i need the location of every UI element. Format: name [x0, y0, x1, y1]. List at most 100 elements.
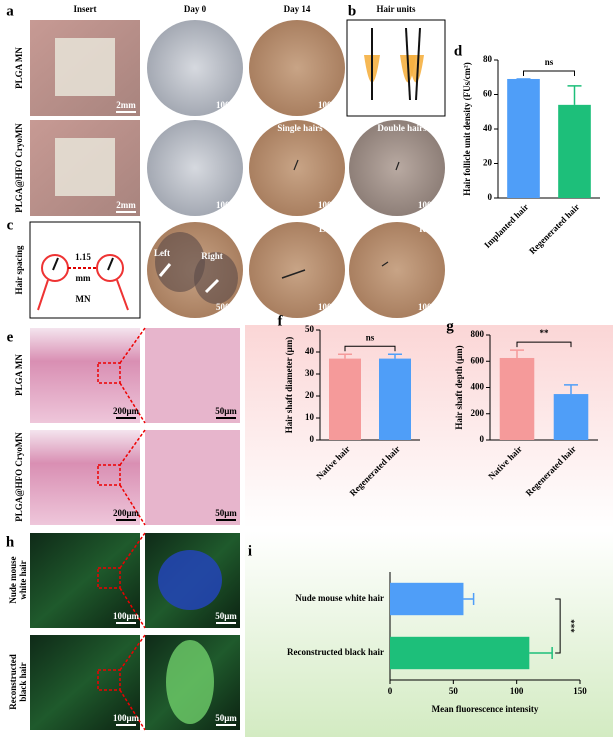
y-axis-label: Hair shaft diameter (μm) [284, 337, 294, 434]
bar [390, 582, 464, 616]
scale-bar-label: 50μm [215, 508, 237, 518]
column-header: Day 14 [284, 4, 311, 14]
y-tick-label: 40 [305, 346, 315, 356]
significance-bracket [523, 70, 575, 76]
y-tick-label: Reconstructed black hair [287, 647, 384, 657]
panel-label: e [7, 329, 14, 345]
pigment-region [194, 252, 238, 304]
zoom-line [119, 689, 146, 731]
scale-bar-label: 100μm [318, 200, 345, 210]
marker-label: MN [76, 294, 91, 304]
scale-bar-label: 50μm [215, 611, 237, 621]
nucleus-stain [158, 550, 222, 610]
bar [507, 78, 540, 198]
zoom-line [119, 429, 146, 466]
row-label: Hair spacing [14, 245, 24, 295]
arrow [158, 263, 172, 277]
zoom-line [119, 327, 146, 364]
row-label: PLGA@HFO CryoMN [14, 123, 24, 213]
zoom-line [119, 382, 146, 424]
zoom-box [97, 669, 121, 691]
significance-bracket [555, 598, 561, 654]
follicle-stain [166, 640, 214, 724]
row-label: PLGA MN [14, 47, 24, 89]
image-note: Right [419, 224, 441, 234]
row-label: Reconstructed [8, 654, 18, 710]
bar [379, 358, 411, 440]
panel-background [245, 531, 613, 737]
y-axis-label: Hair follicle unit density (FUs/cm²) [462, 62, 472, 196]
bar [553, 394, 589, 440]
panel-label: i [248, 543, 252, 559]
panel-label: a [6, 3, 14, 19]
scale-bar-label: 2mm [116, 100, 136, 110]
significance-bracket [344, 345, 396, 352]
y-tick-label: 20 [483, 158, 493, 168]
bar [558, 104, 591, 198]
row-label: Nude mouse [8, 556, 18, 603]
panel-label: g [446, 318, 454, 334]
row-label: white hair [18, 560, 28, 599]
y-axis-label: Hair shaft depth (μm) [454, 345, 464, 429]
image-note: Left [319, 224, 335, 234]
row-label: black hair [18, 662, 28, 701]
scale-bar-label: 500μm [216, 302, 243, 312]
zoom-line [119, 634, 146, 671]
hair-unit [408, 55, 424, 83]
image [145, 328, 240, 423]
scale-bar-label: 100μm [216, 200, 243, 210]
zoom-box [97, 464, 121, 486]
image [145, 430, 240, 525]
x-tick-label: Implanted hair [482, 202, 530, 250]
bar [390, 636, 530, 670]
significance-label: ns [545, 57, 554, 67]
image [30, 328, 140, 423]
pigment-region [155, 232, 205, 292]
image [30, 430, 140, 525]
scale-bar-label: 100μm [113, 611, 140, 621]
image [30, 533, 140, 628]
y-tick-label: 400 [471, 382, 485, 392]
panel-label: c [7, 217, 14, 233]
scale-bar-label: 2mm [116, 200, 136, 210]
error-bar [388, 353, 402, 359]
hair-shaft [52, 257, 59, 271]
panel-label: d [454, 43, 463, 59]
y-tick-label: 40 [483, 123, 493, 133]
panel-label: h [6, 534, 15, 550]
hair-shaft [405, 27, 411, 101]
scale-bar-label: 100μm [418, 302, 445, 312]
panel-label: f [278, 313, 284, 329]
error-bar [510, 349, 524, 358]
arrow-label: Left [154, 248, 170, 258]
microneedle-patch [55, 38, 115, 96]
distance-value: 1.15 [75, 252, 91, 262]
error-bar [463, 593, 475, 605]
scale-bar-label: 50μm [215, 406, 237, 416]
micrograph [249, 120, 345, 216]
bar [329, 358, 361, 440]
scale-bar-label: 100μm [418, 200, 445, 210]
scale-bar-label: 100μm [113, 713, 140, 723]
zoom-line [119, 484, 146, 526]
micrograph [249, 20, 345, 116]
micrograph [147, 120, 243, 216]
significance-label: *** [566, 619, 576, 633]
x-tick-label: Regenerated hair [527, 202, 581, 256]
y-tick-label: 10 [305, 412, 315, 422]
zoom-line [119, 532, 146, 569]
error-bar [529, 647, 553, 659]
micrograph [147, 20, 243, 116]
micrograph [349, 222, 445, 318]
scale-bar-label: 100μm [318, 302, 345, 312]
follicle-ring [96, 254, 124, 282]
panel-label: b [348, 3, 356, 19]
row-label: PLGA@HFO CryoMN [14, 432, 24, 522]
y-tick-label: 600 [471, 355, 485, 365]
y-tick-label: 50 [305, 324, 315, 334]
column-header: Insert [74, 4, 97, 14]
significance-bracket [516, 341, 572, 348]
x-axis-label: Mean fluorescence intensity [432, 704, 539, 714]
y-tick-label: 60 [483, 89, 493, 99]
